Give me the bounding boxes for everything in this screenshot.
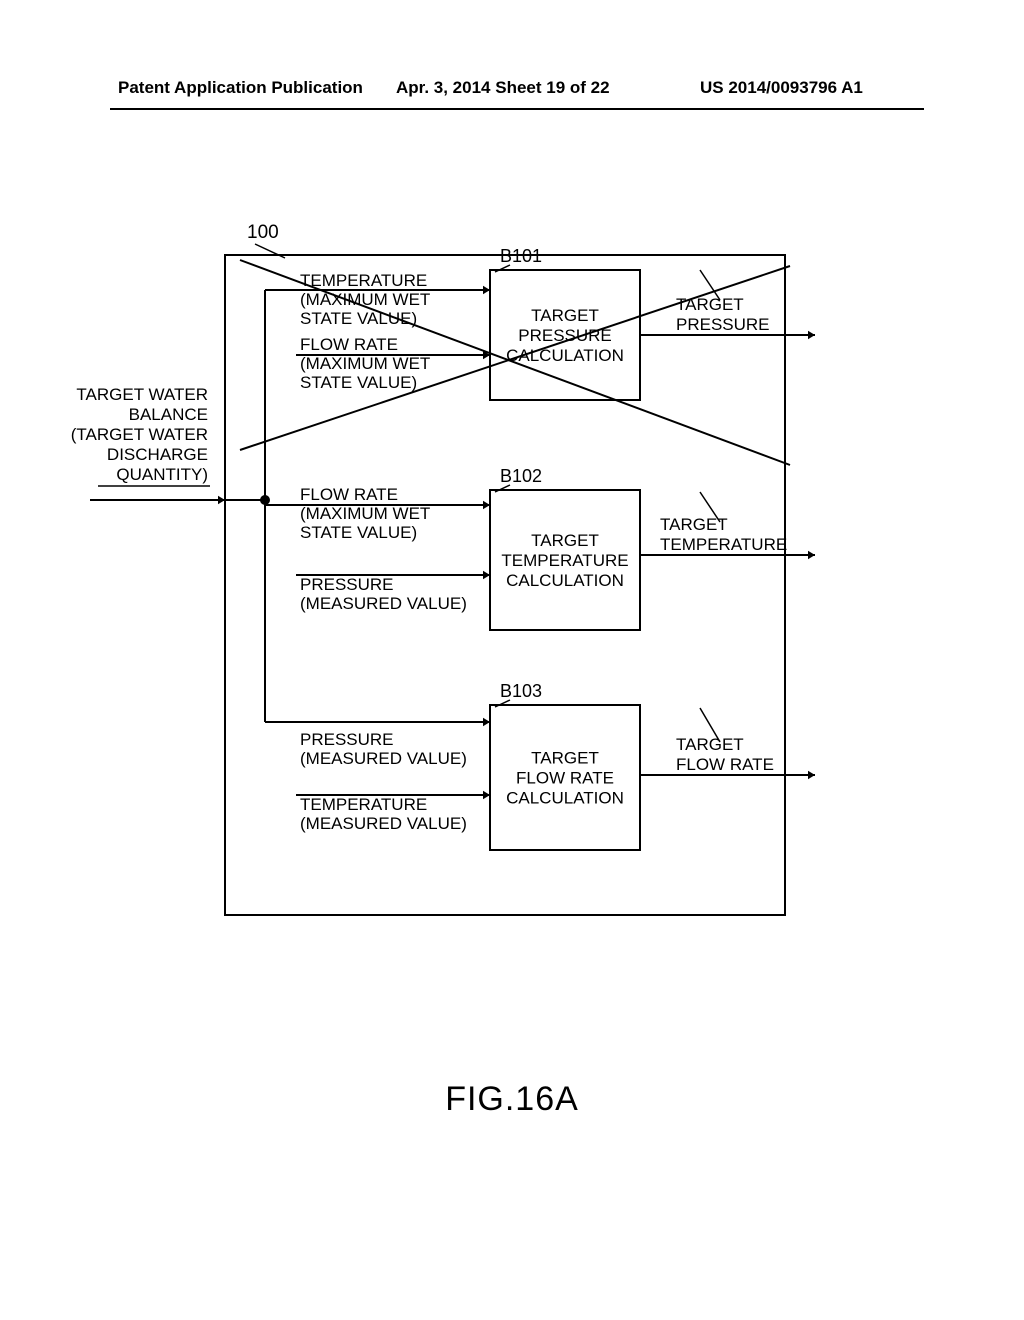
svg-text:PRESSURE: PRESSURE	[300, 730, 394, 749]
svg-text:(MAXIMUM WET: (MAXIMUM WET	[300, 354, 430, 373]
svg-text:FLOW RATE: FLOW RATE	[300, 485, 398, 504]
svg-text:TARGET: TARGET	[676, 295, 744, 314]
svg-text:CALCULATION: CALCULATION	[506, 789, 624, 808]
figure-label: FIG.16A	[0, 1080, 1024, 1119]
svg-text:TEMPERATURE: TEMPERATURE	[501, 551, 628, 570]
svg-text:FLOW RATE: FLOW RATE	[676, 755, 774, 774]
svg-text:STATE VALUE): STATE VALUE)	[300, 523, 417, 542]
svg-text:(TARGET WATER: (TARGET WATER	[71, 425, 208, 444]
svg-text:FLOW RATE: FLOW RATE	[300, 335, 398, 354]
page: Patent Application Publication Apr. 3, 2…	[0, 0, 1024, 1320]
svg-text:TARGET: TARGET	[531, 306, 599, 325]
svg-text:B103: B103	[500, 681, 542, 701]
svg-text:TEMPERATURE: TEMPERATURE	[300, 795, 427, 814]
svg-text:BALANCE: BALANCE	[129, 405, 208, 424]
svg-text:100: 100	[247, 222, 279, 243]
svg-text:FLOW RATE: FLOW RATE	[516, 769, 614, 788]
diagram: 100 TARGET WATERBALANCE(TARGET WATERDISCH…	[0, 0, 1024, 1320]
svg-text:TEMPERATURE: TEMPERATURE	[660, 535, 787, 554]
svg-text:PRESSURE: PRESSURE	[676, 315, 770, 334]
svg-text:(MAXIMUM WET: (MAXIMUM WET	[300, 504, 430, 523]
svg-text:STATE VALUE): STATE VALUE)	[300, 373, 417, 392]
svg-text:TARGET WATER: TARGET WATER	[76, 385, 208, 404]
svg-text:(MEASURED VALUE): (MEASURED VALUE)	[300, 749, 467, 768]
svg-text:(MAXIMUM WET: (MAXIMUM WET	[300, 290, 430, 309]
svg-text:PRESSURE: PRESSURE	[300, 575, 394, 594]
svg-text:PRESSURE: PRESSURE	[518, 326, 612, 345]
svg-text:DISCHARGE: DISCHARGE	[107, 445, 208, 464]
svg-text:(MEASURED VALUE): (MEASURED VALUE)	[300, 594, 467, 613]
svg-text:TARGET: TARGET	[676, 735, 744, 754]
svg-text:CALCULATION: CALCULATION	[506, 346, 624, 365]
svg-text:CALCULATION: CALCULATION	[506, 571, 624, 590]
svg-text:B102: B102	[500, 466, 542, 486]
svg-text:(MEASURED VALUE): (MEASURED VALUE)	[300, 814, 467, 833]
svg-text:TARGET: TARGET	[531, 531, 599, 550]
svg-text:QUANTITY): QUANTITY)	[116, 465, 208, 484]
svg-text:B101: B101	[500, 246, 542, 266]
svg-text:TEMPERATURE: TEMPERATURE	[300, 271, 427, 290]
svg-text:STATE VALUE): STATE VALUE)	[300, 309, 417, 328]
svg-text:TARGET: TARGET	[531, 749, 599, 768]
